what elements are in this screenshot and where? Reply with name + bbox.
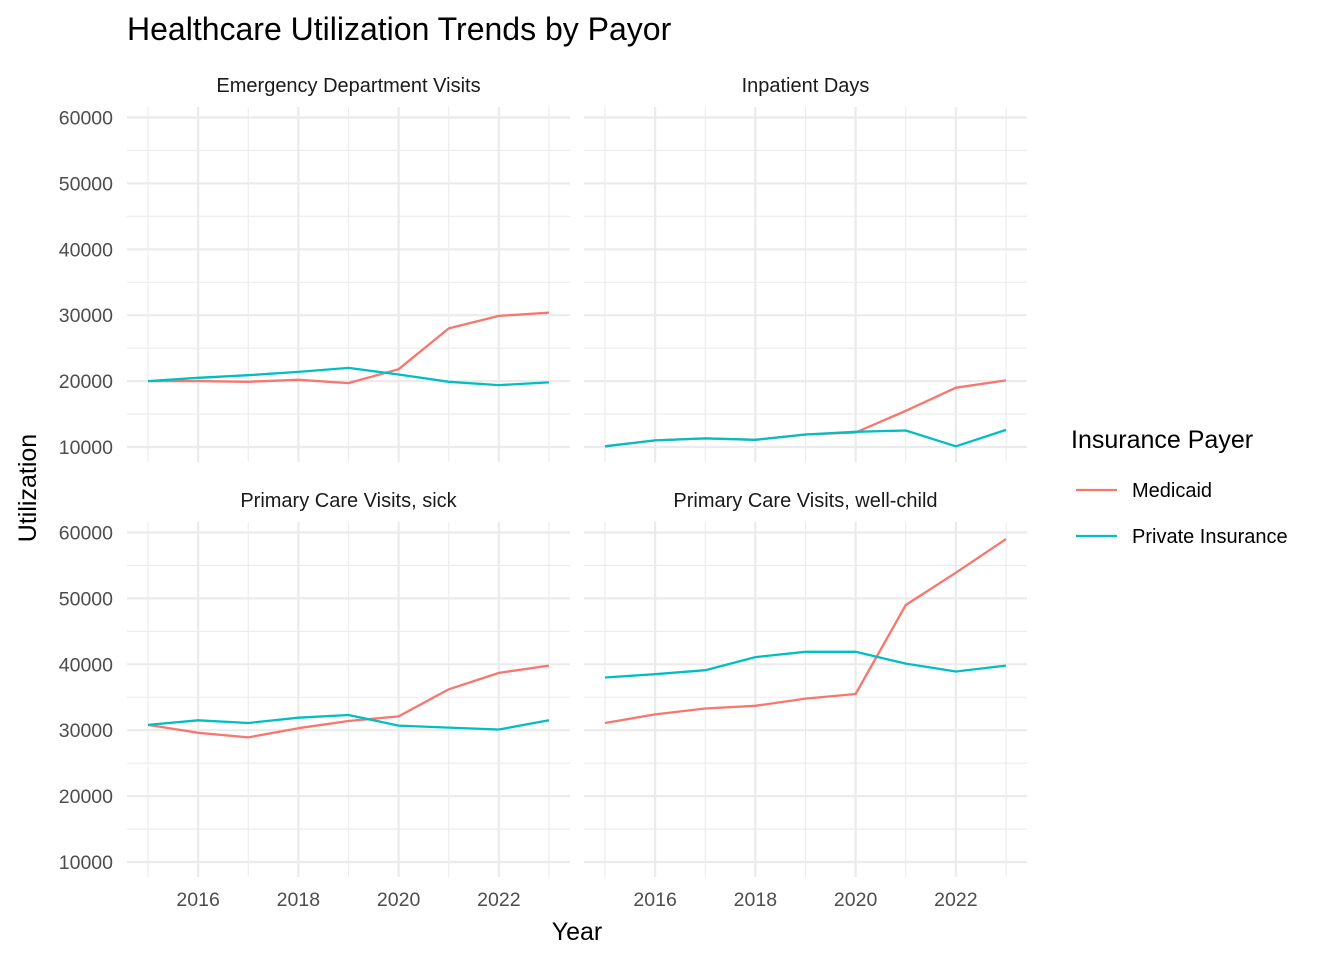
facet-panel: Primary Care Visits, sick 10000 20000 30000…	[59, 490, 570, 911]
facet-title: Primary Care Visits, sick	[240, 490, 457, 512]
x-tick-label: 2018	[734, 889, 777, 911]
legend-item: Private Insurance	[1076, 526, 1288, 548]
y-tick-label: 10000	[59, 852, 113, 874]
legend-label: Medicaid	[1132, 480, 1212, 502]
facet-panel: Inpatient Days	[584, 75, 1027, 462]
facet-title: Inpatient Days	[742, 75, 870, 97]
x-tick-label: 2022	[934, 889, 977, 911]
x-tick-label: 2020	[834, 889, 878, 911]
series-line-medicaid	[148, 311, 550, 385]
series-line-private-insurance	[147, 366, 550, 387]
x-tick-label: 2020	[377, 889, 421, 911]
legend-item: Medicaid	[1076, 480, 1212, 502]
y-tick-label: 50000	[59, 588, 113, 610]
y-tick-label: 50000	[59, 173, 113, 195]
facet-title: Emergency Department Visits	[216, 75, 480, 97]
y-tick-label: 60000	[59, 108, 113, 130]
y-tick-label: 30000	[59, 720, 113, 742]
x-axis-title: Year	[552, 918, 603, 946]
legend-label: Private Insurance	[1132, 526, 1288, 548]
facet-panel: Emergency Department Visits 10000 20000 300…	[59, 75, 570, 462]
facet-panel: Primary Care Visits, well-child 2016 2018 2…	[584, 490, 1027, 911]
series-line-medicaid	[604, 538, 1007, 725]
y-tick-label: 10000	[59, 437, 113, 459]
facet-panels: Emergency Department Visits 10000 20000 300…	[59, 75, 1027, 911]
series-line-private-insurance	[147, 713, 550, 731]
x-tick-label: 2022	[477, 889, 520, 911]
y-tick-label: 40000	[59, 239, 113, 261]
series-line-medicaid	[147, 664, 550, 739]
x-tick-label: 2018	[277, 889, 320, 911]
legend: Insurance Payer Medicaid Private Insuranc…	[1071, 426, 1288, 548]
x-tick-label: 2016	[176, 889, 219, 911]
y-tick-label: 20000	[59, 371, 113, 393]
legend-title: Insurance Payer	[1071, 426, 1253, 454]
y-tick-label: 60000	[59, 523, 113, 545]
y-tick-label: 40000	[59, 654, 113, 676]
x-tick-label: 2016	[633, 889, 676, 911]
series-line-private-insurance	[604, 428, 1007, 448]
series-line-private-insurance	[604, 650, 1007, 679]
y-tick-label: 20000	[59, 786, 113, 808]
facet-title: Primary Care Visits, well-child	[673, 490, 937, 512]
y-tick-label: 30000	[59, 305, 113, 327]
y-axis-title: Utilization	[14, 434, 42, 542]
chart-title: Healthcare Utilization Trends by Payor	[127, 11, 672, 47]
